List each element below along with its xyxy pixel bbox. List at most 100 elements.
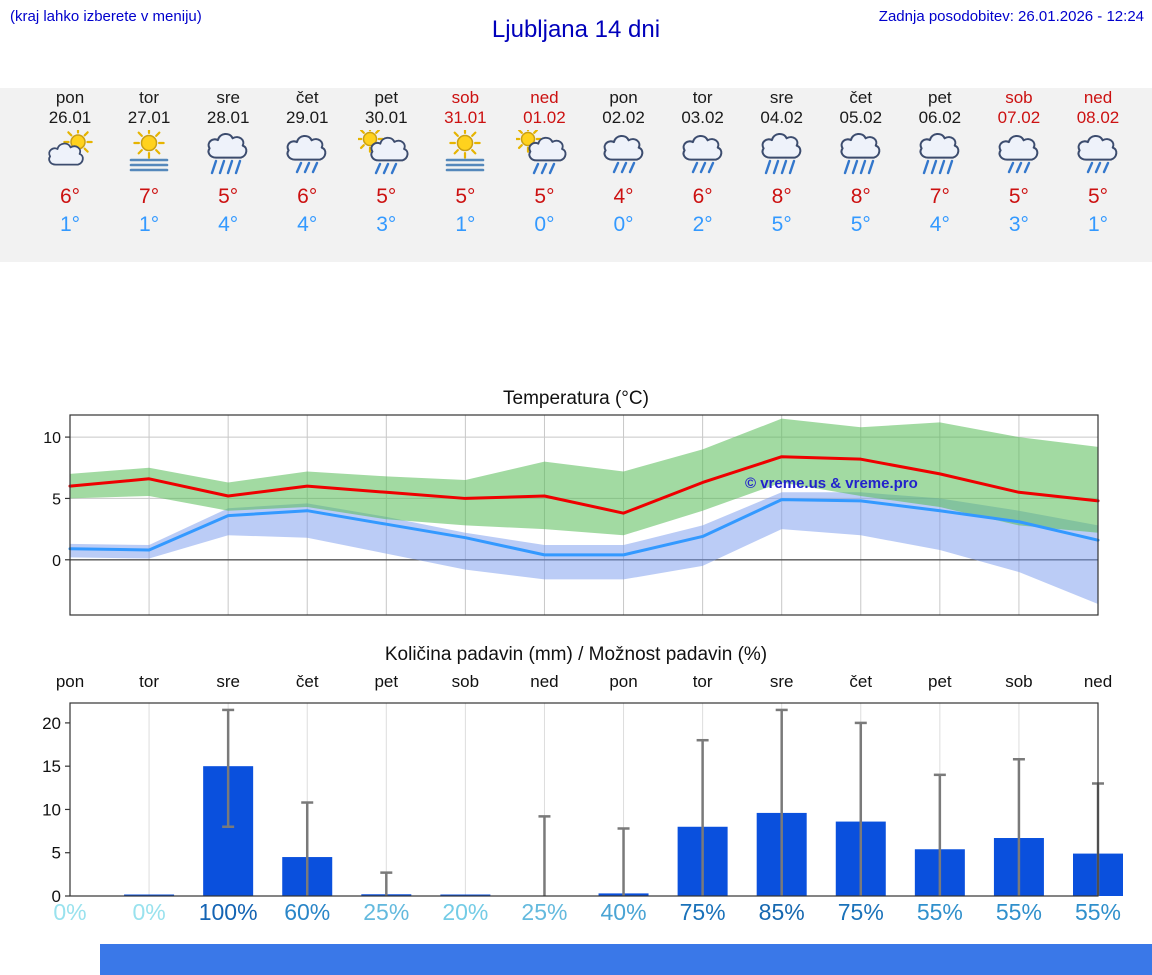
day-date: 05.02: [839, 108, 883, 127]
precip-probability: 40%: [600, 899, 647, 925]
last-update: Zadnja posodobitev: 26.01.2026 - 12:24: [878, 8, 1144, 25]
heavy-rain-icon: [840, 133, 881, 175]
high-temp: 6°: [59, 185, 81, 208]
high-temp: 6°: [692, 185, 713, 208]
day-date: 27.01: [127, 108, 171, 127]
precip-probability: 25%: [521, 899, 568, 925]
svg-text:15: 15: [42, 757, 61, 776]
precip-day-label: čet: [295, 672, 319, 691]
precip-probability: 75%: [679, 899, 726, 925]
page-title: Ljubljana 14 dni: [491, 16, 661, 43]
sun-rain-icon: [514, 125, 567, 175]
day-name: pon: [609, 88, 638, 107]
forecast-day: ned 01.02 5° 0°: [502, 88, 586, 238]
day-date: 03.02: [681, 108, 724, 127]
precip-probability: 85%: [758, 899, 805, 925]
day-name: tor: [139, 88, 159, 107]
heavy-rain-icon: [761, 133, 801, 175]
forecast-day: sob 31.01 5° 1°: [423, 88, 507, 238]
precip-day-label: ned: [1083, 672, 1113, 691]
high-temp: 8°: [850, 185, 871, 208]
forecast-day: pon 26.01 6° 1°: [28, 88, 112, 238]
precip-day-label: tor: [139, 672, 159, 691]
precip-chart: 0 5 10 15 20: [42, 702, 1123, 905]
high-temp: 5°: [1087, 185, 1109, 208]
low-temp: 1°: [59, 213, 81, 236]
weather-icon-wrap: [200, 130, 256, 178]
svg-text:10: 10: [42, 800, 61, 819]
day-date: 06.02: [918, 108, 962, 127]
high-temp: 4°: [613, 185, 634, 208]
high-temp: 5°: [218, 185, 239, 208]
temperature-chart: 0 5 10 © vreme.us & vreme.pro: [43, 414, 1100, 616]
day-name: sob: [1005, 88, 1033, 107]
forecast-day: pet 30.01 5° 3°: [344, 88, 428, 238]
precip-probability: 0%: [53, 899, 87, 925]
sun-fog-icon: [129, 127, 169, 172]
high-temp: 7°: [929, 185, 950, 208]
weather-icon-wrap: [675, 130, 731, 178]
forecast-day: sre 28.01 5° 4°: [186, 88, 270, 238]
weather-icon-wrap: [356, 125, 414, 178]
precip-probability-row: 0% 0% 100% 60% 25% 20% 25% 40% 75% 85% 75% 55% 55% 55…: [0, 899, 1152, 929]
precip-day-label: sob: [451, 672, 480, 691]
footer-bar: [100, 944, 1152, 975]
low-temp: 5°: [850, 213, 871, 236]
low-temp: 3°: [1008, 213, 1029, 236]
low-temp: 0°: [534, 213, 555, 236]
precip-probability: 55%: [1074, 899, 1122, 925]
weather-icon-wrap: [279, 130, 335, 178]
forecast-day: ned 08.02 5° 1°: [1056, 88, 1140, 238]
precip-probability: 75%: [837, 899, 884, 925]
rain-icon: [998, 135, 1039, 174]
precip-probability: 100%: [198, 899, 258, 925]
svg-text:0: 0: [52, 887, 61, 905]
high-temp: 8°: [771, 185, 792, 208]
sun-rain-icon: [356, 125, 409, 175]
temperature-chart-title: Temperatura (°C): [503, 388, 649, 409]
precip-day-labels: pon tor sre čet pet sob ned pon tor sre čet pet sob n…: [0, 672, 1152, 702]
weather-icon-wrap: [42, 127, 98, 178]
precip-day-label: sre: [769, 672, 794, 691]
day-date: 28.01: [206, 108, 250, 127]
precip-probability: 60%: [284, 899, 331, 925]
weather-icon-wrap: [437, 127, 493, 178]
weather-icon-wrap: [121, 127, 177, 178]
precip-probability: 55%: [916, 899, 963, 925]
low-temp: 1°: [139, 213, 160, 236]
precip-day-label: tor: [692, 672, 713, 691]
low-temp: 2°: [692, 213, 713, 236]
watermark: © vreme.us & vreme.pro: [745, 475, 918, 492]
day-date: 30.01: [365, 108, 408, 127]
forecast-strip: pon 26.01 6° 1° tor 27.01 7° 1° sre 28.01 5° 4° čet 2…: [0, 88, 1152, 262]
day-date: 29.01: [285, 108, 329, 127]
day-name: tor: [692, 88, 713, 107]
precip-day-label: pon: [55, 672, 85, 691]
forecast-day: sre 04.02 8° 5°: [740, 88, 824, 238]
svg-text:5: 5: [52, 491, 61, 508]
precip-probability: 55%: [995, 899, 1042, 925]
low-temp: 1°: [1087, 213, 1109, 236]
low-temp: 4°: [929, 213, 950, 236]
day-date: 08.02: [1076, 108, 1120, 127]
low-temp: 4°: [218, 213, 239, 236]
precip-day-label: pet: [928, 672, 952, 691]
forecast-day: pon 02.02 4° 0°: [582, 88, 666, 238]
forecast-day: pet 06.02 7° 4°: [898, 88, 982, 238]
heavy-rain-icon: [207, 133, 248, 175]
day-date: 07.02: [997, 108, 1041, 127]
low-temp: 5°: [771, 213, 792, 236]
precip-day-label: ned: [530, 672, 559, 691]
day-date: 04.02: [760, 108, 803, 127]
rain-icon: [603, 135, 643, 174]
day-name: sre: [769, 88, 794, 107]
high-temp: 5°: [455, 185, 476, 208]
precip-bar: [124, 894, 175, 896]
day-name: čet: [295, 88, 319, 107]
day-name: sob: [451, 88, 480, 107]
svg-text:5: 5: [52, 844, 61, 863]
high-temp: 5°: [376, 185, 397, 208]
day-name: pon: [55, 88, 85, 107]
weather-icon-wrap: [912, 130, 968, 178]
